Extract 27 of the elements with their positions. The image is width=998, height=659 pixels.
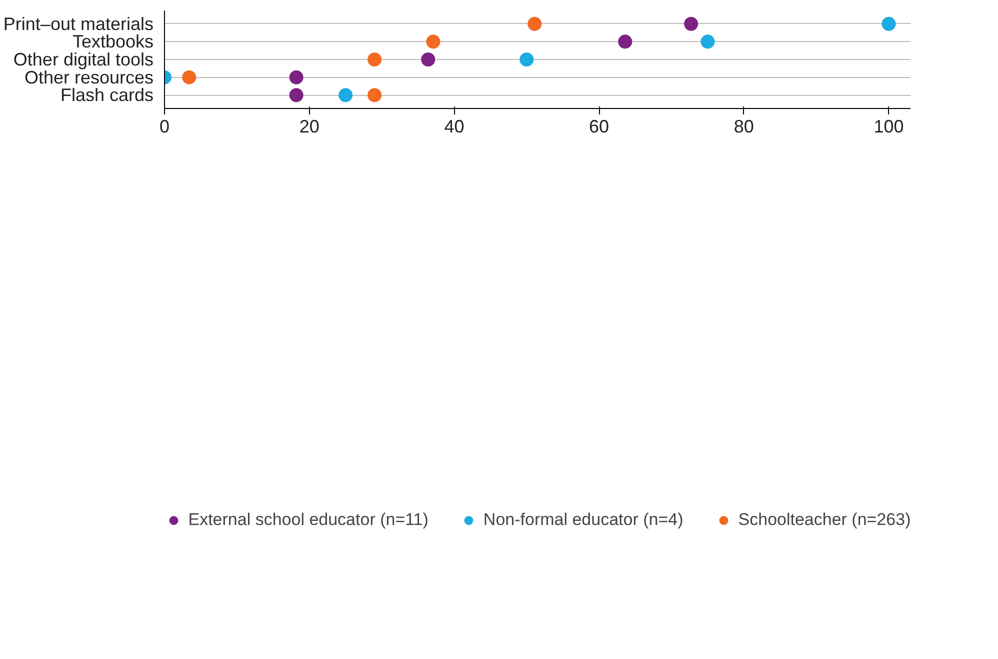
- point: [368, 88, 382, 102]
- legend-label: Non-formal educator (n=4): [483, 510, 684, 530]
- point: [528, 16, 542, 31]
- y-tick-label: Textbooks: [72, 32, 154, 52]
- point: [368, 52, 382, 66]
- point: [426, 34, 440, 49]
- legend-label: Schoolteacher (n=263): [738, 510, 911, 530]
- legend-label: External school educator (n=11): [188, 510, 428, 530]
- y-tick-label: Flash cards: [60, 85, 154, 106]
- y-tick-label: Other digital tools: [13, 50, 154, 70]
- x-tick-label: 20: [299, 116, 320, 136]
- point: [289, 88, 304, 102]
- point: [700, 34, 715, 49]
- x-tick-label: 0: [159, 116, 170, 136]
- point: [182, 70, 196, 84]
- x-tick-label: 40: [444, 116, 464, 136]
- x-tick-label: 100: [874, 116, 904, 136]
- point: [618, 34, 632, 49]
- point: [289, 70, 304, 84]
- point: [684, 16, 698, 31]
- point: [421, 52, 436, 66]
- point: [338, 88, 353, 102]
- point: [520, 52, 534, 66]
- x-tick-label: 80: [734, 116, 754, 136]
- x-tick-label: 60: [589, 116, 610, 136]
- y-tick-label: Print–out materials: [3, 14, 154, 34]
- point: [882, 16, 896, 31]
